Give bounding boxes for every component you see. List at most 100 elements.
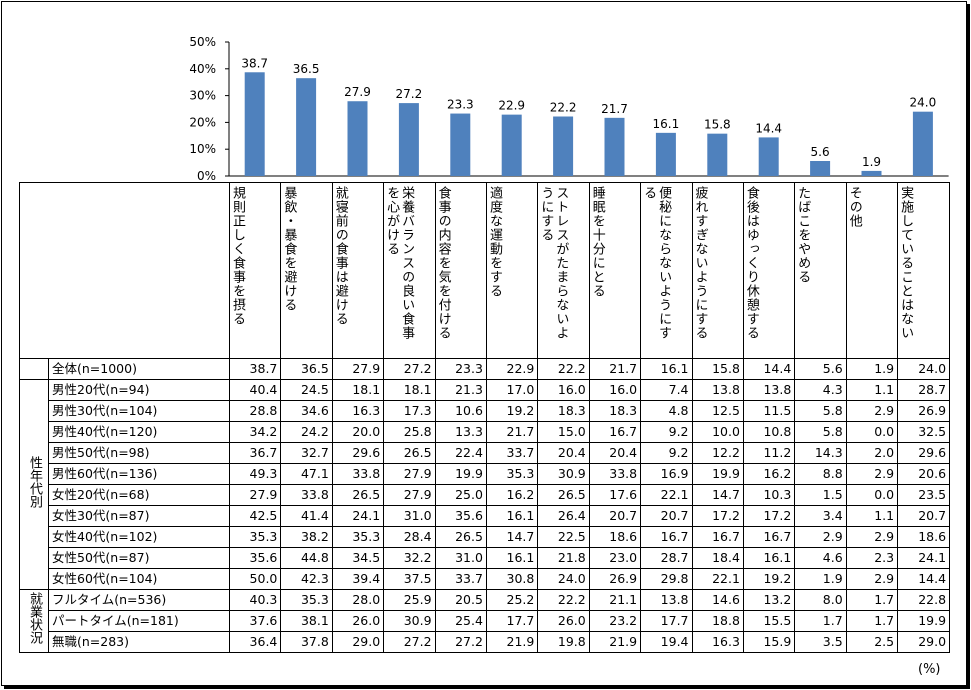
data-table: 規則正しく食事を摂る 暴飲・暴食を避ける 就寝前の食事は避ける 栄養バランスの良い食事… [19, 182, 951, 653]
table-cell: 19.4 [640, 631, 693, 653]
header-label: 便秘にならないようにする [641, 186, 672, 340]
table-cell: 1.9 [845, 358, 899, 380]
table-cell: 42.5 [228, 505, 282, 527]
table-cell: 23.3 [434, 358, 487, 380]
table-cell: 29.6 [897, 442, 951, 464]
table-cell: 16.7 [640, 526, 693, 548]
bar [501, 114, 522, 176]
table-cell: 12.5 [691, 400, 744, 422]
bar [450, 113, 471, 176]
table-row: パートタイム(n=181) 37.6 38.1 26.0 30.9 25.4 17.7 26.… [20, 610, 951, 632]
row-label: 女性30代(n=87) [48, 505, 230, 527]
table-cell: 17.2 [742, 505, 796, 527]
row-label: 女性50代(n=87) [48, 547, 230, 569]
table-cell: 16.0 [537, 379, 590, 401]
table-cell: 20.4 [537, 442, 590, 464]
table-cell: 17.0 [485, 379, 539, 401]
table-cell: 22.2 [537, 358, 590, 380]
table-cell: 22.1 [691, 568, 744, 590]
bar [244, 72, 265, 176]
bar-value-label: 22.2 [550, 101, 577, 115]
row-label: 女性40代(n=102) [48, 526, 230, 548]
bar [347, 101, 368, 176]
bar-value-label: 27.2 [396, 87, 423, 101]
y-tick-label: 10% [189, 142, 216, 156]
table-cell: 22.4 [434, 442, 487, 464]
table-cell: 16.1 [742, 547, 796, 569]
table-cell: 16.7 [691, 526, 744, 548]
table-cell: 34.6 [280, 400, 333, 422]
table-cell: 26.5 [331, 484, 385, 506]
table-cell: 1.1 [845, 379, 899, 401]
y-tick-label: 0% [197, 169, 216, 182]
table-cell: 28.0 [331, 589, 385, 611]
table-cell: 2.9 [845, 463, 899, 485]
table-cell: 12.2 [691, 442, 744, 464]
table-cell: 27.2 [434, 631, 487, 653]
table-cell: 28.4 [383, 526, 436, 548]
table-cell: 21.9 [485, 631, 539, 653]
header-label: 食後はゆっくり休憩する [743, 186, 759, 340]
bar [398, 103, 419, 176]
group-label-cell [19, 358, 49, 380]
table-cell: 17.7 [640, 610, 693, 632]
table-cell: 39.4 [331, 568, 385, 590]
table-cell: 15.0 [537, 421, 590, 443]
row-label: 男性40代(n=120) [48, 421, 230, 443]
table-row: 男性50代(n=98) 36.7 32.7 29.6 26.5 22.4 33.7 20.4 2… [20, 442, 951, 464]
table-cell: 28.7 [640, 547, 693, 569]
header-cell: 疲れすぎないようにする [691, 182, 744, 359]
table-cell: 15.5 [742, 610, 796, 632]
table-cell: 14.3 [794, 442, 847, 464]
table-cell: 26.9 [588, 568, 642, 590]
bar-value-label: 15.8 [704, 118, 731, 132]
table-cell: 27.2 [383, 358, 436, 380]
header-label: 規則正しく食事を摂る [230, 186, 245, 326]
table-cell: 34.2 [228, 421, 282, 443]
table-cell: 23.5 [897, 484, 951, 506]
table-cell: 38.7 [228, 358, 282, 380]
row-label: 無職(n=283) [48, 631, 230, 653]
header-label: 栄養バランスの良い食事を心がける [384, 186, 415, 340]
header-cell: 就寝前の食事は避ける [331, 182, 385, 359]
header-row: 規則正しく食事を摂る 暴飲・暴食を避ける 就寝前の食事は避ける 栄養バランスの良い食事… [19, 182, 951, 359]
table-cell: 37.6 [228, 610, 282, 632]
table-cell: 24.2 [280, 421, 333, 443]
header-label: 疲れすぎないようにする [692, 186, 708, 340]
header-label: ストレスがたまらないようにする [538, 186, 569, 340]
table-cell: 29.0 [897, 631, 951, 653]
table-row: 女性30代(n=87) 42.5 41.4 24.1 31.0 35.6 16.1 26.4 2… [20, 505, 951, 527]
table-cell: 18.8 [691, 610, 744, 632]
table-cell: 14.4 [897, 568, 951, 590]
bar-value-label: 5.6 [811, 145, 830, 159]
table-cell: 33.8 [280, 484, 333, 506]
table-cell: 24.0 [897, 358, 951, 380]
table-cell: 26.0 [331, 610, 385, 632]
table-cell: 19.9 [691, 463, 744, 485]
bar-chart: 0% 10% 20% 30% 40% 50% 38.7 36.5 27.9 27.2 23.3 22.… [189, 35, 949, 182]
table-cell: 23.2 [588, 610, 642, 632]
row-label: パートタイム(n=181) [48, 610, 230, 632]
table-cell: 21.9 [588, 631, 642, 653]
table-cell: 23.0 [588, 547, 642, 569]
unit-note: (%) [918, 662, 941, 677]
table-cell: 24.0 [537, 568, 590, 590]
table-cell: 16.1 [640, 358, 693, 380]
table-cell: 22.2 [537, 589, 590, 611]
table-cell: 16.3 [691, 631, 744, 653]
bar [296, 78, 317, 176]
row-label: 女性60代(n=104) [48, 568, 230, 590]
table-cell: 19.2 [485, 400, 539, 422]
row-label: 女性20代(n=68) [48, 484, 230, 506]
table-cell: 16.7 [588, 421, 642, 443]
table-cell: 26.4 [537, 505, 590, 527]
table-cell: 16.3 [331, 400, 385, 422]
table-cell: 44.8 [280, 547, 333, 569]
table-row: 男性30代(n=104) 28.8 34.6 16.3 17.3 10.6 19.2 18.3… [20, 400, 951, 422]
table-cell: 16.0 [588, 379, 642, 401]
table-cell: 26.5 [383, 442, 436, 464]
table-cell: 37.5 [383, 568, 436, 590]
table-cell: 16.9 [640, 463, 693, 485]
table-cell: 18.6 [588, 526, 642, 548]
